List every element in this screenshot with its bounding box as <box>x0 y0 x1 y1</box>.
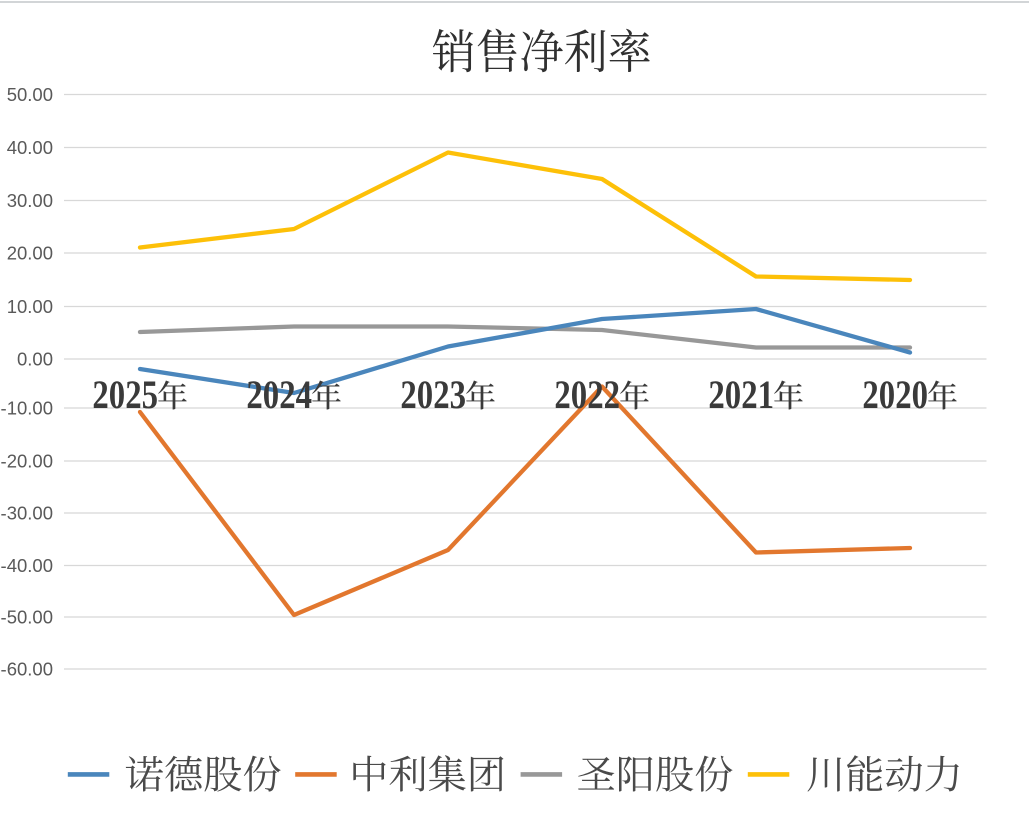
svg-text:-60.00: -60.00 <box>1 658 53 679</box>
svg-text:-40.00: -40.00 <box>1 555 53 576</box>
svg-text:30.00: 30.00 <box>7 190 53 211</box>
svg-text:2022: 2022 <box>554 372 620 417</box>
svg-text:2025: 2025 <box>92 372 158 417</box>
svg-text:-20.00: -20.00 <box>1 450 53 471</box>
svg-text:40.00: 40.00 <box>7 137 53 158</box>
svg-text:0.00: 0.00 <box>17 348 53 369</box>
svg-text:2021: 2021 <box>708 372 774 417</box>
svg-text:-30.00: -30.00 <box>1 502 53 523</box>
svg-text:2024: 2024 <box>246 372 312 417</box>
svg-text:20.00: 20.00 <box>7 242 53 263</box>
svg-text:2023: 2023 <box>400 372 466 417</box>
svg-text:-50.00: -50.00 <box>1 606 53 627</box>
svg-text:2020: 2020 <box>862 372 928 417</box>
svg-text:10.00: 10.00 <box>7 296 53 317</box>
svg-text:50.00: 50.00 <box>7 84 53 105</box>
svg-text:-10.00: -10.00 <box>1 397 53 418</box>
